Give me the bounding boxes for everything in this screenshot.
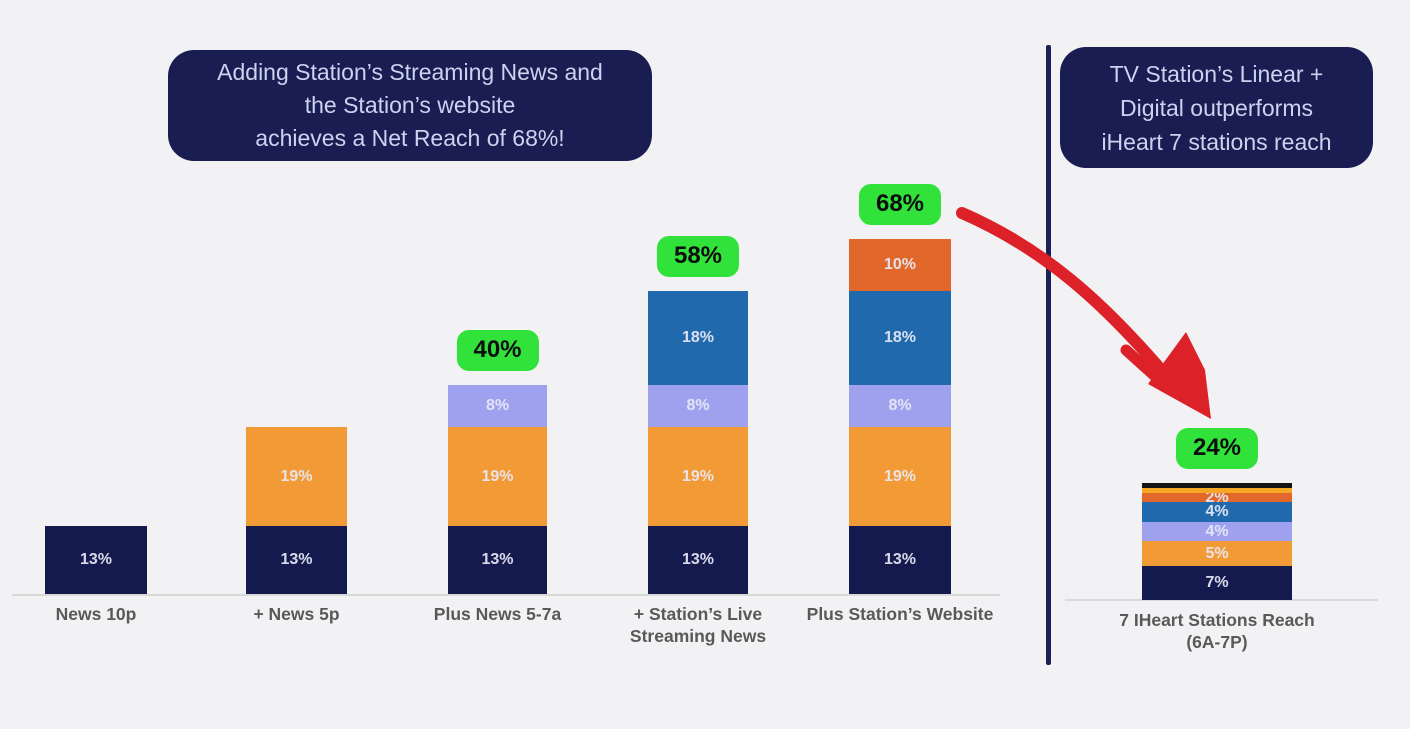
bar-segment: 5% — [1142, 541, 1292, 566]
segment-value-label: 13% — [79, 551, 113, 569]
bar-segment: 19% — [246, 426, 347, 527]
segment-value-label: 18% — [681, 329, 715, 347]
segment-value-label: 7% — [1205, 573, 1229, 591]
bar-segment: 8% — [448, 385, 547, 427]
category-label: 7 IHeart Stations Reach (6A-7P) — [1119, 610, 1315, 652]
segment-value-label: 4% — [1205, 522, 1229, 540]
bar-segment — [1142, 487, 1292, 493]
segment-value-label: 8% — [686, 397, 710, 415]
annotation-text-line: Digital outperforms — [1119, 94, 1314, 121]
bar-segment: 19% — [448, 426, 547, 527]
net-reach-callout: 40% — [456, 330, 539, 372]
bar-segment: 13% — [849, 526, 951, 594]
category-label: Plus Station’s Website — [806, 604, 994, 624]
segment-value-label: 13% — [681, 551, 715, 569]
net-reach-callout: 58% — [656, 236, 740, 278]
bar-segment: 10% — [849, 239, 951, 292]
segment-value-label: 5% — [1205, 544, 1229, 562]
segment-value-label: 19% — [481, 467, 514, 485]
bar-segment: 7% — [1142, 565, 1292, 600]
bar-segment: 2% — [1142, 489, 1292, 506]
segment-value-label: 13% — [883, 551, 917, 569]
annotation-text-line: iHeart 7 stations reach — [1101, 128, 1332, 155]
bar-segment: 18% — [849, 291, 951, 386]
segment-value-label: 19% — [883, 467, 917, 485]
segment-value-label: 13% — [481, 551, 514, 569]
bar-segment: 8% — [849, 385, 951, 427]
segment-value-label: 18% — [883, 329, 917, 347]
annotation-text-line: achieves a Net Reach of 68%! — [255, 125, 565, 151]
bar-segment: 18% — [648, 291, 748, 386]
segment-value-label: 13% — [280, 551, 313, 569]
right-annotation-box: TV Station’s Linear + Digital outperform… — [1060, 47, 1373, 168]
bar-segment: 4% — [1142, 502, 1292, 522]
bar-segment: 4% — [1142, 521, 1292, 542]
category-label: + News 5p — [253, 604, 340, 624]
bar-segment: 19% — [648, 426, 748, 527]
segment-value-label: 4% — [1205, 503, 1229, 521]
annotation-text-line: Adding Station’s Streaming News and — [217, 59, 603, 85]
annotation-text-line: the Station’s website — [304, 92, 516, 118]
bar-segment: 19% — [849, 426, 951, 527]
segment-value-label: 8% — [888, 397, 912, 415]
x-axis-line-right — [1065, 599, 1378, 601]
segment-value-label: 2% — [1205, 488, 1229, 506]
bar-segment: 13% — [448, 526, 547, 594]
bar-segment — [1142, 482, 1292, 488]
net-reach-callout: 24% — [1175, 427, 1259, 469]
left-annotation-box: Adding Station’s Streaming News and the … — [168, 50, 652, 161]
category-label: + Station’s Live Streaming News — [629, 604, 767, 646]
annotation-text-line: TV Station’s Linear + — [1109, 60, 1324, 87]
bar-segment: 13% — [648, 526, 748, 594]
section-divider-line — [1046, 45, 1051, 665]
segment-value-label: 19% — [280, 467, 313, 485]
category-label: News 10p — [55, 604, 137, 624]
segment-value-label: 19% — [681, 467, 715, 485]
bar-segment: 8% — [648, 385, 748, 427]
bar-segment: 13% — [45, 526, 147, 594]
segment-value-label: 8% — [485, 397, 510, 415]
segment-value-label: 10% — [883, 256, 917, 274]
bar-segment: 13% — [246, 526, 347, 594]
category-label: Plus News 5-7a — [433, 604, 562, 624]
x-axis-line-left — [12, 594, 1000, 596]
net-reach-callout: 68% — [858, 184, 942, 226]
